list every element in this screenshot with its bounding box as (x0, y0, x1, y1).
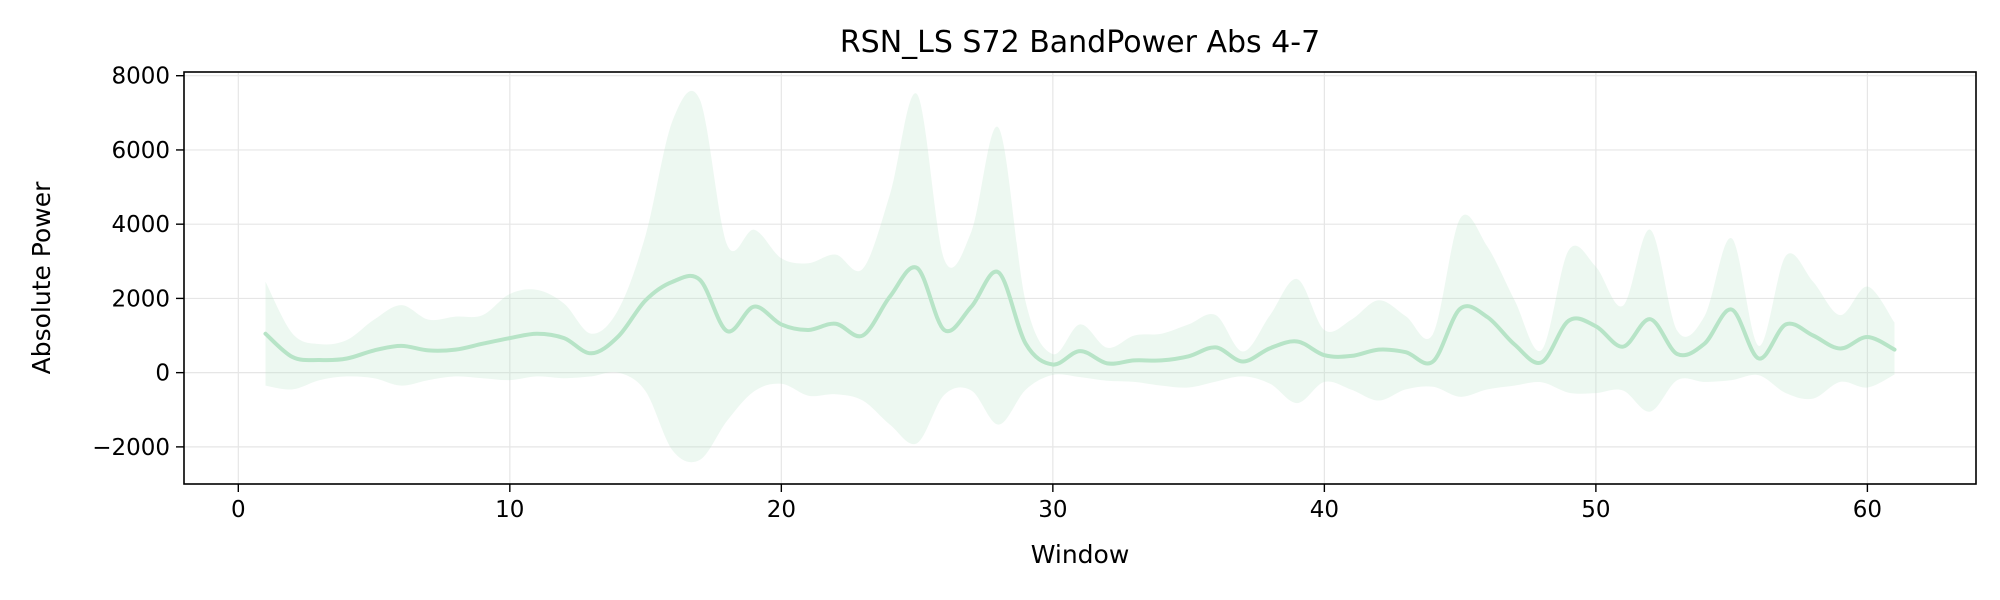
x-tick-label: 20 (767, 497, 796, 523)
x-tick-label: 10 (495, 497, 524, 523)
x-axis-ticks: 0 10 20 30 40 50 60 (231, 484, 1882, 523)
y-tick-label: 6000 (111, 138, 170, 164)
y-tick-label: 4000 (111, 212, 170, 238)
x-tick-label: 40 (1310, 497, 1339, 523)
plot-frame (183, 71, 1977, 485)
x-axis-label: Window (1031, 540, 1130, 569)
x-tick-label: 60 (1853, 497, 1882, 523)
y-tick-label: 0 (155, 361, 170, 387)
x-tick-label: 0 (231, 497, 246, 523)
y-axis-label: Absolute Power (27, 181, 56, 375)
y-axis-ticks: −2000 0 2000 4000 6000 8000 (92, 64, 184, 461)
mean-line (263, 265, 1897, 367)
grid (184, 72, 1976, 484)
x-tick-label: 30 (1038, 497, 1067, 523)
y-tick-label: 2000 (111, 286, 170, 312)
y-tick-label: −2000 (92, 435, 170, 461)
x-tick-label: 50 (1581, 497, 1610, 523)
confidence-band (265, 90, 1895, 463)
y-tick-label: 8000 (111, 64, 170, 90)
chart-title: RSN_LS S72 BandPower Abs 4-7 (840, 25, 1320, 60)
